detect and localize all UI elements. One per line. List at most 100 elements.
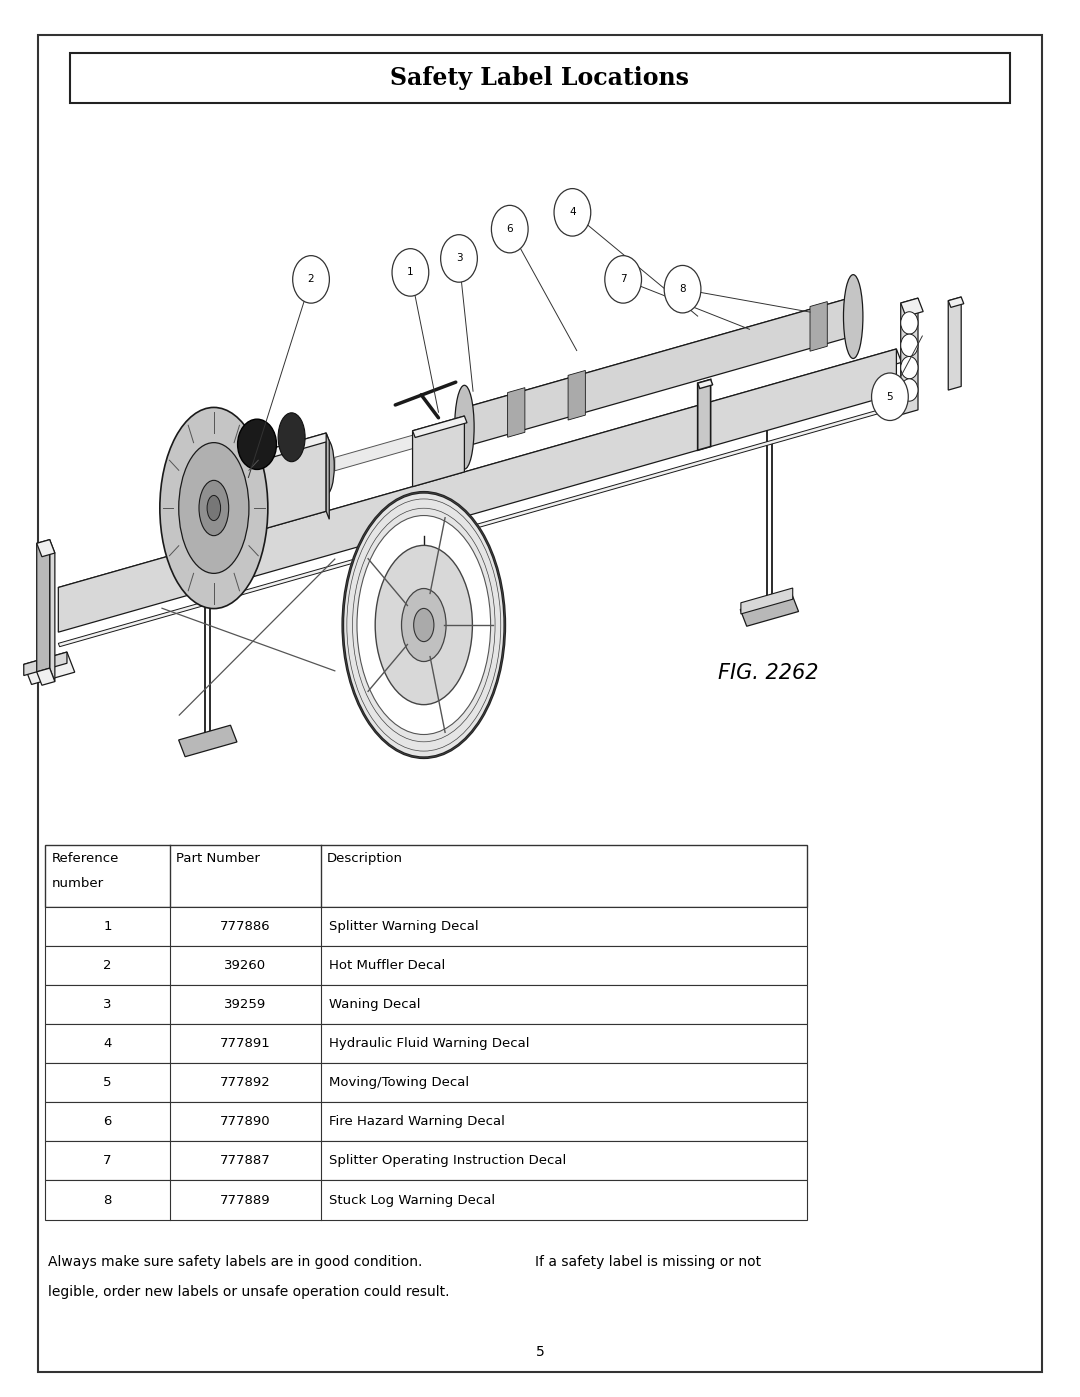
Circle shape bbox=[901, 312, 918, 334]
Text: 39259: 39259 bbox=[224, 997, 267, 1011]
Ellipse shape bbox=[402, 588, 446, 662]
Text: 6: 6 bbox=[507, 224, 513, 235]
Text: 1: 1 bbox=[407, 267, 414, 278]
Polygon shape bbox=[948, 298, 961, 390]
Polygon shape bbox=[391, 652, 451, 679]
Text: Waning Decal: Waning Decal bbox=[329, 997, 421, 1011]
Ellipse shape bbox=[199, 481, 229, 535]
Text: Safety Label Locations: Safety Label Locations bbox=[391, 66, 689, 91]
Bar bbox=[45, 845, 807, 907]
Polygon shape bbox=[335, 420, 464, 471]
Ellipse shape bbox=[278, 414, 305, 461]
Polygon shape bbox=[901, 298, 918, 415]
Polygon shape bbox=[464, 298, 853, 447]
Text: 3: 3 bbox=[104, 997, 111, 1011]
Polygon shape bbox=[37, 539, 50, 672]
Circle shape bbox=[554, 189, 591, 236]
Ellipse shape bbox=[178, 443, 248, 573]
Text: 2: 2 bbox=[308, 274, 314, 285]
Text: 777890: 777890 bbox=[220, 1115, 270, 1129]
Text: 777892: 777892 bbox=[220, 1076, 270, 1090]
Text: Stuck Log Warning Decal: Stuck Log Warning Decal bbox=[329, 1193, 496, 1207]
Bar bbox=[45, 1063, 807, 1102]
Polygon shape bbox=[901, 298, 923, 317]
Bar bbox=[45, 1180, 807, 1220]
Polygon shape bbox=[58, 405, 897, 647]
Text: 1: 1 bbox=[104, 919, 111, 933]
Bar bbox=[70, 53, 1010, 103]
Text: 39260: 39260 bbox=[224, 958, 267, 972]
Bar bbox=[45, 1024, 807, 1063]
Ellipse shape bbox=[357, 515, 490, 735]
Text: Hot Muffler Decal: Hot Muffler Decal bbox=[329, 958, 446, 972]
Circle shape bbox=[441, 235, 477, 282]
Text: 5: 5 bbox=[104, 1076, 111, 1090]
Text: 4: 4 bbox=[104, 1037, 111, 1051]
Circle shape bbox=[664, 265, 701, 313]
Polygon shape bbox=[698, 380, 713, 388]
Polygon shape bbox=[413, 416, 467, 437]
Text: 777887: 777887 bbox=[220, 1154, 270, 1168]
Bar bbox=[45, 985, 807, 1024]
Polygon shape bbox=[50, 539, 55, 682]
Text: 4: 4 bbox=[569, 207, 576, 218]
Circle shape bbox=[901, 379, 918, 401]
Bar bbox=[45, 946, 807, 985]
Text: 777889: 777889 bbox=[220, 1193, 270, 1207]
Text: number: number bbox=[52, 877, 104, 890]
Polygon shape bbox=[24, 652, 67, 676]
Polygon shape bbox=[394, 664, 453, 696]
Ellipse shape bbox=[455, 386, 474, 469]
Polygon shape bbox=[810, 302, 827, 351]
Polygon shape bbox=[24, 652, 75, 685]
Text: Description: Description bbox=[327, 852, 403, 865]
Ellipse shape bbox=[375, 545, 472, 704]
Bar bbox=[45, 1141, 807, 1180]
Polygon shape bbox=[222, 433, 329, 471]
Polygon shape bbox=[698, 380, 711, 450]
Ellipse shape bbox=[843, 275, 863, 359]
Text: 7: 7 bbox=[620, 274, 626, 285]
Circle shape bbox=[872, 373, 908, 420]
Text: Reference: Reference bbox=[52, 852, 119, 865]
Text: Hydraulic Fluid Warning Decal: Hydraulic Fluid Warning Decal bbox=[329, 1037, 530, 1051]
Polygon shape bbox=[37, 668, 55, 686]
Circle shape bbox=[605, 256, 642, 303]
Polygon shape bbox=[740, 595, 798, 626]
Text: Splitter Warning Decal: Splitter Warning Decal bbox=[329, 919, 480, 933]
Ellipse shape bbox=[318, 439, 334, 495]
Text: 777886: 777886 bbox=[220, 919, 270, 933]
Polygon shape bbox=[58, 349, 902, 601]
Text: 5: 5 bbox=[887, 391, 893, 402]
Circle shape bbox=[901, 356, 918, 379]
Polygon shape bbox=[178, 725, 237, 757]
Text: Moving/Towing Decal: Moving/Towing Decal bbox=[329, 1076, 470, 1090]
Text: Part Number: Part Number bbox=[176, 852, 260, 865]
Text: If a safety label is missing or not: If a safety label is missing or not bbox=[535, 1255, 760, 1268]
Polygon shape bbox=[413, 416, 464, 486]
Text: 3: 3 bbox=[456, 253, 462, 264]
Text: Splitter Operating Instruction Decal: Splitter Operating Instruction Decal bbox=[329, 1154, 567, 1168]
Bar bbox=[45, 907, 807, 946]
Text: legible, order new labels or unsafe operation could result.: legible, order new labels or unsafe oper… bbox=[48, 1285, 449, 1299]
Text: 2: 2 bbox=[104, 958, 111, 972]
Polygon shape bbox=[508, 387, 525, 437]
Polygon shape bbox=[741, 588, 793, 613]
Polygon shape bbox=[37, 539, 55, 557]
Circle shape bbox=[293, 256, 329, 303]
Ellipse shape bbox=[342, 492, 504, 757]
Polygon shape bbox=[948, 298, 963, 307]
Text: Fire Hazard Warning Decal: Fire Hazard Warning Decal bbox=[329, 1115, 505, 1129]
Text: FIG. 2262: FIG. 2262 bbox=[718, 664, 819, 683]
Text: Always make sure safety labels are in good condition.: Always make sure safety labels are in go… bbox=[48, 1255, 422, 1268]
Text: 8: 8 bbox=[104, 1193, 111, 1207]
Text: 777891: 777891 bbox=[220, 1037, 270, 1051]
Circle shape bbox=[392, 249, 429, 296]
Text: 8: 8 bbox=[679, 284, 686, 295]
Polygon shape bbox=[222, 433, 326, 541]
Circle shape bbox=[491, 205, 528, 253]
Text: 5: 5 bbox=[536, 1345, 544, 1359]
Text: 6: 6 bbox=[104, 1115, 111, 1129]
Ellipse shape bbox=[207, 496, 220, 521]
Polygon shape bbox=[326, 433, 329, 520]
